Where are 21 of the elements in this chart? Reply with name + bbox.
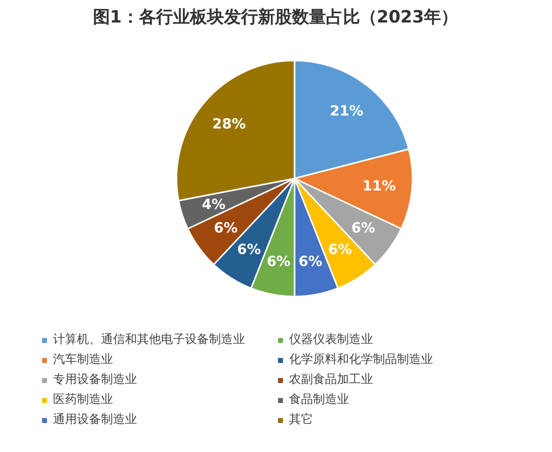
legend-label: 通用设备制造业 — [53, 411, 138, 428]
data-label: 6% — [351, 220, 376, 236]
legend-label: 医药制造业 — [53, 391, 114, 408]
legend-label: 农副食品加工业 — [289, 371, 374, 388]
data-label: 11% — [362, 178, 396, 194]
legend-label: 仪器仪表制造业 — [289, 331, 374, 348]
legend-label: 食品制造业 — [289, 391, 350, 408]
data-label: 6% — [214, 220, 238, 236]
legend-label: 计算机、通信和其他电子设备制造业 — [53, 331, 246, 348]
data-label: 6% — [266, 254, 290, 270]
data-label: 4% — [202, 196, 226, 213]
legend-label: 汽车制造业 — [53, 351, 114, 368]
legend-label: 其它 — [289, 411, 314, 428]
data-label: 6% — [298, 254, 322, 270]
chart-title: 图1：各行业板块发行新股数量占比（2023年） — [92, 8, 458, 28]
data-label: 21% — [330, 103, 364, 120]
legend-label: 专用设备制造业 — [53, 371, 138, 388]
legend-label: 化学原料和化学制品制造业 — [289, 351, 434, 368]
data-label: 6% — [237, 242, 261, 258]
data-label: 6% — [328, 242, 352, 258]
data-label: 28% — [212, 116, 246, 132]
